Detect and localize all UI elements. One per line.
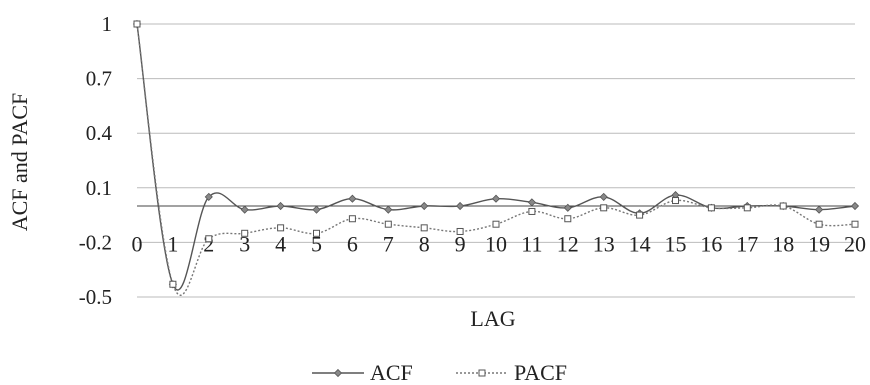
pacf-point — [205, 235, 213, 243]
x-tick-label: 7 — [383, 231, 394, 256]
pacf-point — [277, 224, 285, 232]
legend-label: ACF — [370, 360, 413, 385]
acf-point — [204, 192, 213, 201]
x-tick-label: 2 — [203, 231, 214, 256]
acf-point — [850, 201, 860, 211]
legend-label: PACF — [514, 360, 567, 385]
pacf-point — [313, 229, 320, 237]
y-axis-ticks: 1 0.7 0.4 0.1 -0.2 -0.5 — [79, 12, 113, 309]
series-line-acf — [136, 23, 856, 291]
gridlines — [137, 23, 855, 298]
x-tick-label: 8 — [419, 231, 430, 256]
x-tick-label: 15 — [665, 231, 687, 256]
legend-marker — [478, 369, 486, 377]
series-layer — [132, 19, 860, 296]
x-tick-label: 4 — [275, 231, 286, 256]
y-tick-label: 0.7 — [86, 67, 112, 91]
x-tick-label: 5 — [311, 231, 322, 256]
pacf-point — [456, 227, 464, 235]
x-axis-ticks: 0 1 2 3 4 5 6 7 8 9 10 11 12 13 14 15 16 17 18 19 20 — [132, 231, 867, 256]
y-axis-label: ACF and PACF — [7, 93, 32, 232]
pacf-point — [241, 229, 249, 237]
acf-point — [420, 201, 429, 211]
acf-point — [384, 205, 393, 214]
pacf-point — [779, 202, 787, 210]
y-tick-label: -0.2 — [79, 230, 112, 254]
pacf-point — [420, 224, 428, 232]
x-axis-label: LAG — [470, 306, 515, 331]
acf-point — [527, 198, 536, 207]
x-tick-label: 14 — [629, 231, 651, 256]
acf-point — [348, 194, 357, 203]
acf-point — [815, 205, 824, 214]
x-tick-label: 20 — [844, 231, 866, 256]
x-tick-label: 3 — [239, 231, 250, 256]
legend: ACF PACF — [312, 360, 567, 385]
x-tick-label: 1 — [167, 231, 178, 256]
series-line-pacf — [136, 23, 856, 296]
acf-point — [563, 203, 572, 212]
pacf-point — [743, 204, 751, 212]
x-tick-label: 18 — [772, 231, 794, 256]
acf-point — [491, 194, 501, 203]
x-tick-label: 10 — [485, 231, 507, 256]
pacf-point — [384, 220, 392, 228]
legend-marker — [333, 368, 343, 378]
pacf-point — [600, 204, 608, 212]
y-tick-label: 0.1 — [86, 176, 112, 200]
y-tick-label: -0.5 — [79, 285, 112, 309]
series-pacf — [133, 20, 859, 296]
pacf-point — [851, 220, 859, 228]
pacf-point — [348, 215, 356, 223]
pacf-point — [528, 207, 536, 215]
pacf-point — [707, 204, 715, 212]
pacf-point — [492, 220, 500, 228]
x-tick-label: 16 — [700, 231, 722, 256]
y-tick-label: 0.4 — [86, 121, 113, 145]
acf-point — [456, 201, 465, 211]
x-tick-label: 6 — [347, 231, 358, 256]
pacf-point — [564, 215, 572, 223]
x-tick-label: 0 — [132, 231, 143, 256]
x-tick-label: 11 — [521, 231, 542, 256]
x-tick-label: 13 — [593, 231, 615, 256]
pacf-point — [815, 220, 823, 228]
x-tick-label: 17 — [736, 231, 758, 256]
acf-point — [599, 192, 608, 201]
x-tick-label: 19 — [808, 231, 830, 256]
pacf-point — [169, 280, 177, 288]
legend-item-acf: ACF — [312, 360, 413, 385]
acf-point — [276, 201, 285, 211]
y-tick-label: 1 — [102, 12, 113, 36]
pacf-point — [636, 211, 644, 219]
acf-point — [312, 205, 321, 214]
legend-item-pacf: PACF — [456, 360, 567, 385]
x-tick-label: 12 — [557, 231, 579, 256]
x-tick-label: 9 — [455, 231, 466, 256]
pacf-point — [672, 197, 679, 205]
acf-point — [240, 205, 249, 214]
pacf-point — [133, 20, 141, 28]
